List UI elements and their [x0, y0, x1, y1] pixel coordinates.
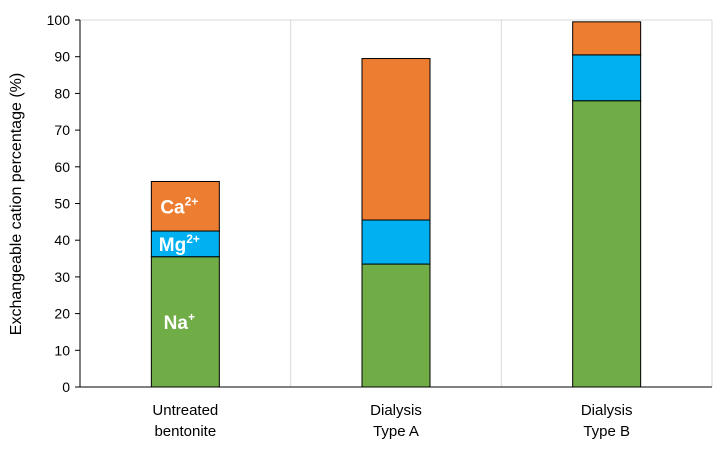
x-tick-label: Type B	[583, 423, 630, 440]
bar-segment-ca2-3	[572, 21, 642, 56]
bar-segment-mg2-2	[361, 219, 431, 265]
y-tick-label: 30	[54, 269, 70, 285]
y-tick-label: 60	[54, 159, 70, 175]
x-tick-label: Dialysis	[370, 402, 422, 419]
x-tick-label: bentonite	[154, 423, 216, 440]
x-tick-label: Dialysis	[581, 402, 633, 419]
bar-segment-na-1	[150, 256, 220, 388]
y-axis-title: Exchangeable cation percentage (%)	[8, 73, 25, 335]
labels: Na+ Mg2+ Ca2+	[159, 194, 200, 334]
series-label-na: Na+	[164, 310, 195, 334]
bar-segment-ca2-1	[150, 180, 220, 232]
bars	[150, 21, 642, 388]
y-tick-label: 40	[54, 232, 70, 248]
y-tick-label: 90	[54, 49, 70, 65]
bar-segment-mg2-1	[150, 230, 220, 258]
x-tick-label: Untreated	[152, 402, 218, 419]
y-tick-label: 10	[54, 342, 70, 358]
series-label-ca2: Ca2+	[160, 194, 198, 218]
bar-segment-ca2-2	[361, 58, 431, 221]
bar-segment-mg2-3	[572, 54, 642, 102]
x-tick-label: Type A	[373, 423, 419, 440]
series-label-mg2: Mg2+	[159, 232, 200, 256]
y-tick-label: 100	[47, 12, 71, 28]
y-tick-label: 0	[62, 379, 70, 395]
y-tick-label: 50	[54, 196, 70, 212]
axes: Untreated bentonite Dialysis Type A Dialysis…	[47, 12, 712, 440]
y-tick-label: 20	[54, 306, 70, 322]
bar-segment-na-3	[572, 100, 642, 388]
y-tick-label: 80	[54, 85, 70, 101]
y-tick-label: 70	[54, 122, 70, 138]
bar-segment-na-2	[361, 263, 431, 388]
gridlines	[80, 19, 713, 387]
